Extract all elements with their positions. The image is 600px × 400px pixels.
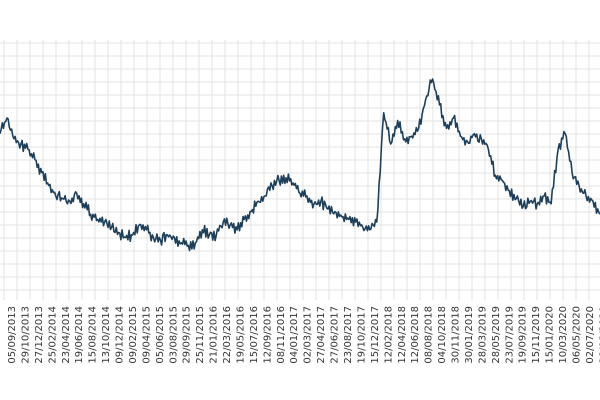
grid	[0, 40, 600, 300]
x-axis-ticks: 05/09/2013 29/10/2013 27/12/2013 25/02/2014…	[7, 306, 600, 364]
x-tick-label: 27/12/2013	[34, 306, 45, 364]
x-tick-label: 06/05/2020	[571, 306, 582, 364]
x-tick-label: 09/04/2015	[141, 306, 152, 364]
x-tick-label: 21/01/2016	[209, 306, 220, 364]
x-tick-label: 29/10/2013	[20, 306, 31, 364]
x-tick-label: 30/11/2018	[451, 306, 462, 364]
x-tick-label: 08/08/2018	[424, 306, 435, 364]
x-tick-label: 08/11/2016	[276, 306, 287, 364]
series-layer	[0, 78, 600, 252]
x-tick-label: 10/03/2020	[558, 306, 569, 364]
x-tick-label: 19/10/2017	[356, 306, 367, 364]
x-tick-label: 09/12/2014	[115, 306, 126, 364]
x-tick-label: 05/09/2013	[7, 306, 18, 364]
x-tick-label: 13/10/2014	[101, 306, 112, 364]
x-tick-label: 12/04/2018	[397, 306, 408, 364]
x-tick-label: 28/03/2019	[477, 306, 488, 364]
x-tick-label: 23/07/2019	[504, 306, 515, 364]
x-tick-label: 23/04/2014	[61, 306, 72, 364]
x-tick-label: 02/03/2017	[303, 306, 314, 364]
x-tick-label: 29/09/2015	[182, 306, 193, 364]
x-tick-label: 27/04/2017	[316, 306, 327, 364]
x-tick-label: 02/07/2020	[585, 306, 596, 364]
x-tick-label: 15/08/2014	[88, 306, 99, 364]
x-tick-label: 15/11/2019	[531, 306, 542, 364]
x-tick-label: 22/03/2016	[222, 306, 233, 364]
x-tick-label: 15/07/2016	[249, 306, 260, 364]
x-tick-label: 19/09/2019	[518, 306, 529, 364]
x-tick-label: 15/01/2020	[545, 306, 556, 364]
x-tick-label: 25/11/2015	[195, 306, 206, 364]
x-tick-label: 04/01/2017	[289, 306, 300, 364]
series-line	[0, 78, 600, 252]
x-tick-label: 23/08/2017	[343, 306, 354, 364]
x-tick-label: 15/12/2017	[370, 306, 381, 364]
x-tick-label: 19/06/2014	[74, 306, 85, 364]
x-tick-label: 30/01/2019	[464, 306, 475, 364]
x-tick-label: 19/05/2016	[235, 306, 246, 364]
x-tick-label: 04/10/2018	[437, 306, 448, 364]
x-tick-label: 03/08/2015	[168, 306, 179, 364]
x-tick-label: 05/06/2015	[155, 306, 166, 364]
x-tick-label: 09/02/2015	[128, 306, 139, 364]
x-tick-label: 27/06/2017	[330, 306, 341, 364]
x-tick-label: 12/09/2016	[262, 306, 273, 364]
x-tick-label: 25/02/2014	[47, 306, 58, 364]
x-tick-label: 28/08/2020	[598, 306, 600, 364]
x-tick-label: 12/06/2018	[410, 306, 421, 364]
x-tick-label: 28/05/2019	[491, 306, 502, 364]
x-tick-label: 12/02/2018	[383, 306, 394, 364]
